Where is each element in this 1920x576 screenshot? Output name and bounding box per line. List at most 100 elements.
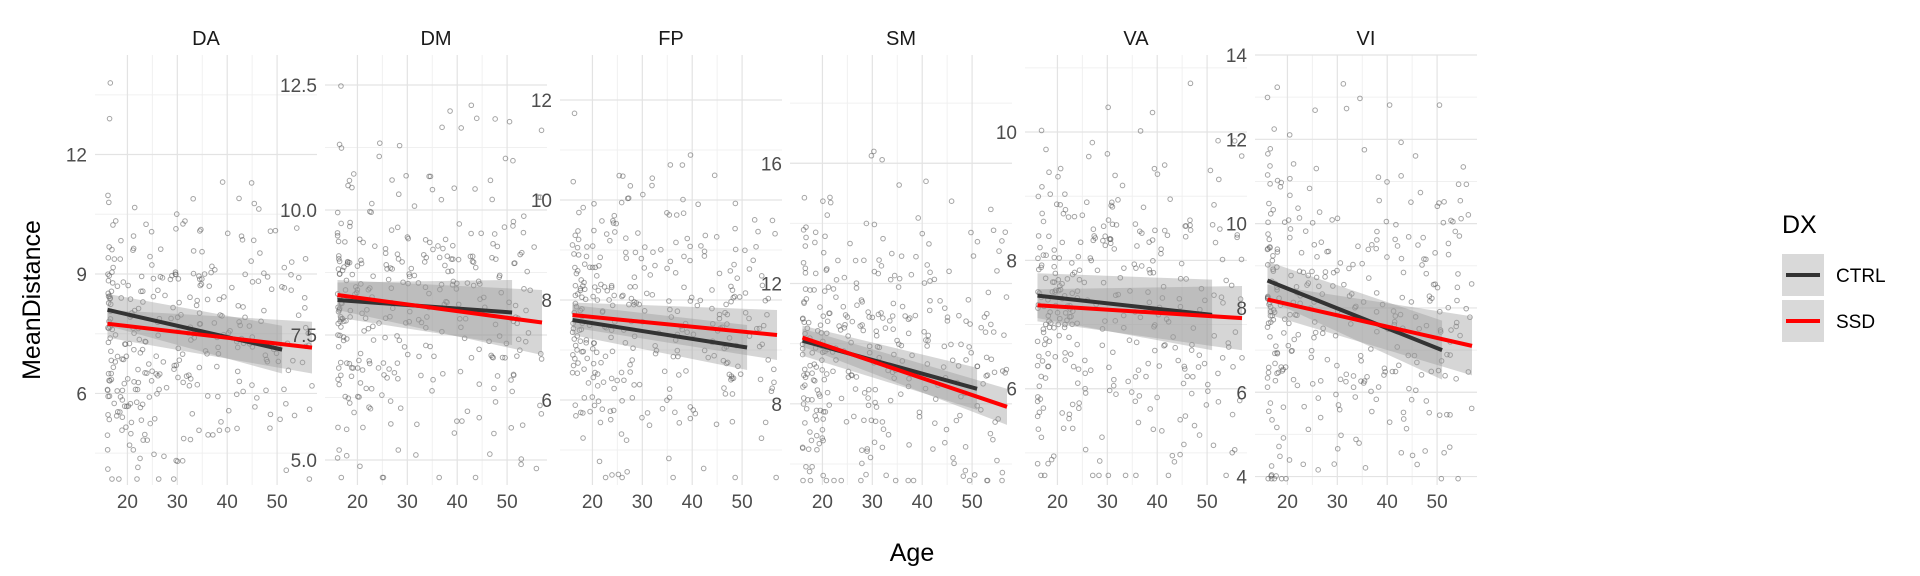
scatter-point [218, 419, 224, 425]
scatter-point [1265, 151, 1271, 157]
scatter-point [713, 234, 720, 240]
scatter-point [106, 244, 112, 250]
scatter-point [406, 271, 412, 277]
scatter-point [1268, 475, 1275, 482]
scatter-point [256, 206, 262, 212]
scatter-point [1352, 394, 1359, 400]
scatter-point [173, 457, 179, 464]
legend-title: DX [1782, 211, 1817, 239]
scatter-point [147, 420, 154, 427]
scatter-point [819, 435, 826, 441]
scatter-point [1274, 424, 1280, 431]
scatter-point [1324, 356, 1331, 363]
scatter-point [820, 408, 827, 415]
scatter-point [1374, 328, 1380, 335]
y-axis-title: MeanDistance [18, 220, 46, 380]
scatter-point [619, 398, 625, 404]
scatter-point [950, 455, 956, 461]
scatter-point [1456, 233, 1463, 239]
scatter-point [204, 350, 210, 357]
scatter-point [1436, 412, 1443, 418]
scatter-point [955, 363, 962, 369]
scatter-point [338, 83, 344, 89]
scatter-point [627, 361, 633, 368]
scatter-point [661, 368, 668, 375]
scatter-point [394, 251, 401, 257]
scatter-point [1037, 244, 1043, 251]
scatter-point [283, 400, 289, 407]
scatter-point [224, 230, 231, 237]
scatter-point [1099, 434, 1105, 440]
scatter-point [941, 343, 948, 350]
scatter-point [874, 343, 881, 350]
scatter-point [1356, 440, 1362, 446]
scatter-point [1445, 240, 1452, 247]
scatter-point [1100, 279, 1107, 286]
scatter-point [1379, 301, 1386, 308]
scatter-point [799, 351, 806, 358]
scatter-point [1278, 475, 1285, 482]
scatter-point [981, 314, 988, 320]
scatter-point [538, 127, 545, 134]
scatter-point [387, 398, 394, 404]
scatter-point [1441, 199, 1447, 205]
scatter-point [194, 297, 200, 304]
scatter-point [1040, 252, 1047, 258]
scatter-point [573, 270, 580, 277]
scatter-point [905, 383, 912, 390]
scatter-point [1358, 358, 1364, 364]
scatter-point [968, 229, 974, 236]
scatter-point [1106, 387, 1113, 394]
scatter-point [394, 360, 401, 366]
scatter-point [514, 353, 520, 359]
scatter-point [160, 359, 167, 365]
scatter-point [1324, 248, 1330, 255]
scatter-point [1315, 467, 1321, 473]
scatter-point [593, 349, 600, 356]
scatter-point [1423, 270, 1430, 277]
scatter-points [104, 80, 315, 482]
scatter-point [235, 302, 242, 309]
scatter-point [1066, 411, 1073, 418]
y-tick-label: 6 [1236, 383, 1247, 404]
scatter-point [864, 446, 871, 452]
scatter-point [1068, 313, 1074, 320]
scatter-point [492, 321, 499, 328]
scatter-point [701, 253, 708, 259]
scatter-point [649, 182, 655, 189]
y-tick-label: 9 [76, 265, 87, 286]
scatter-point [802, 382, 808, 389]
scatter-point [196, 310, 203, 316]
scatter-point [1187, 217, 1193, 224]
scatter-point [619, 474, 625, 481]
scatter-point [198, 226, 204, 233]
scatter-point [429, 186, 436, 193]
scatter-point [234, 368, 241, 375]
scatter-point [1054, 309, 1061, 316]
scatter-point [970, 253, 977, 259]
scatter-point [577, 409, 584, 416]
scatter-point [1308, 354, 1315, 361]
scatter-point [476, 281, 483, 287]
scatter-point [732, 225, 738, 232]
scatter-point [104, 446, 111, 453]
scatter-point [1398, 139, 1404, 146]
scatter-point [590, 374, 597, 381]
scatter-point [1105, 104, 1111, 111]
scatter-point [861, 257, 867, 264]
scatter-point [944, 318, 951, 324]
scatter-point [367, 208, 373, 215]
scatter-point [1161, 162, 1168, 168]
scatter-point [746, 266, 753, 272]
scatter-point [400, 279, 406, 286]
scatter-point [370, 323, 376, 330]
scatter-point [411, 203, 418, 209]
scatter-point [180, 221, 186, 227]
scatter-point [687, 404, 694, 410]
facet-title: VI [1357, 28, 1376, 50]
scatter-point [1436, 308, 1443, 315]
scatter-point [1113, 222, 1120, 228]
scatter-point [1438, 475, 1445, 482]
scatter-point [578, 277, 585, 283]
